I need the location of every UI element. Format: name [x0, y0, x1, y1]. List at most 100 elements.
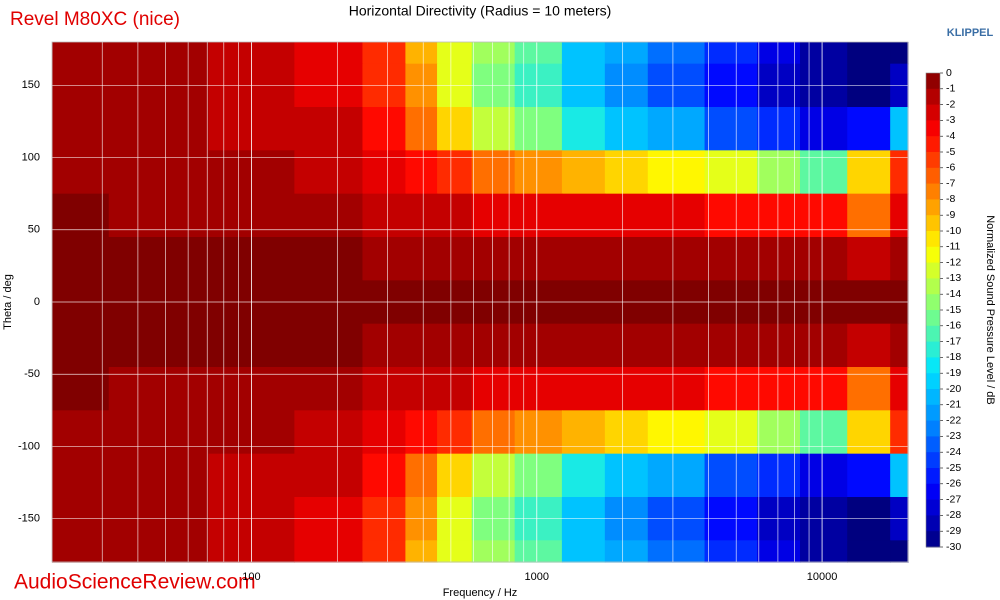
heatmap-cell: [800, 193, 848, 238]
colorbar-tick-label: -5: [946, 146, 955, 158]
colorbar-tick-label: -3: [946, 114, 955, 126]
heatmap-cell: [604, 150, 649, 195]
heatmap-cell: [514, 42, 563, 65]
heatmap-cell: [800, 540, 848, 563]
colorbar-tick-label: -23: [946, 430, 961, 442]
heatmap-cell: [647, 367, 706, 411]
heatmap-cell: [52, 193, 110, 238]
heatmap-cell: [294, 540, 364, 563]
heatmap-cell: [108, 107, 210, 151]
heatmap-cell: [471, 107, 516, 151]
colorbar-tick-label: -17: [946, 335, 961, 347]
colorbar-band: [926, 515, 940, 532]
logo: KLIPPEL: [947, 27, 994, 39]
y-tick-label: -50: [24, 368, 40, 380]
colorbar-tick-label: -19: [946, 367, 961, 379]
heatmap-cell: [890, 323, 909, 368]
colorbar-band: [926, 152, 940, 169]
heatmap-cell: [471, 540, 516, 563]
heatmap-cell: [294, 193, 364, 238]
heatmap-cell: [561, 410, 606, 455]
heatmap-cell: [514, 150, 563, 195]
y-axis-label: Theta / deg: [2, 274, 14, 330]
colorbar-tick-label: -16: [946, 320, 961, 332]
heatmap-cell: [847, 107, 891, 151]
heatmap-cell: [471, 150, 516, 195]
heatmap-cell: [847, 453, 891, 498]
heatmap-cell: [52, 453, 110, 498]
heatmap-cell: [471, 453, 516, 498]
heatmap-cell: [514, 453, 563, 498]
colorbar-band: [926, 199, 940, 216]
colorbar-band: [926, 325, 940, 343]
colorbar-band: [926, 341, 940, 358]
heatmap-cell: [757, 453, 801, 498]
heatmap-cell: [52, 323, 110, 368]
heatmap-cell: [52, 42, 110, 65]
heatmap-cell: [890, 42, 909, 65]
heatmap-cell: [890, 150, 909, 195]
heatmap-cell: [514, 193, 563, 238]
colorbar-tick-label: -26: [946, 478, 961, 490]
heatmap-cell: [757, 323, 801, 368]
heatmap-cell: [847, 367, 891, 411]
heatmap-cell: [294, 323, 364, 368]
colorbar-band: [926, 420, 940, 437]
heatmap-cell: [514, 410, 563, 455]
heatmap-cell: [604, 237, 649, 281]
heatmap-cell: [757, 540, 801, 563]
heatmap-cell: [704, 540, 758, 563]
heatmap-cell: [561, 367, 606, 411]
heatmap-cell: [890, 410, 909, 455]
heatmap-cell: [108, 453, 210, 498]
heatmap-cell: [108, 237, 210, 281]
heatmap-cell: [437, 453, 473, 498]
heatmap-cell: [757, 410, 801, 455]
heatmap-cell: [294, 410, 364, 455]
colorbar-tick-label: -6: [946, 162, 955, 174]
heatmap-cell: [757, 107, 801, 151]
heatmap-cell: [52, 410, 110, 455]
heatmap-cell: [561, 540, 606, 563]
colorbar-tick-label: -9: [946, 209, 955, 221]
heatmap-cell: [757, 367, 801, 411]
heatmap-cell: [514, 367, 563, 411]
colorbar-band: [926, 373, 940, 390]
colorbar-label: Normalized Sound Pressure Level / dB: [984, 215, 996, 405]
heatmap-cell: [437, 150, 473, 195]
heatmap-cell: [561, 323, 606, 368]
heatmap-cell: [362, 150, 407, 195]
heatmap-cell: [405, 107, 438, 151]
colorbar-band: [926, 231, 940, 248]
colorbar-band: [926, 104, 940, 121]
heatmap-cell: [294, 453, 364, 498]
colorbar-tick-label: -2: [946, 98, 955, 110]
heatmap-cell: [647, 107, 706, 151]
heatmap-cell: [362, 323, 407, 368]
heatmap-cell: [647, 323, 706, 368]
x-tick-label: 10000: [807, 571, 838, 583]
plot-frame: [51, 41, 909, 563]
heatmap-cell: [757, 150, 801, 195]
heatmap-cell: [362, 193, 407, 238]
heatmap-cell: [437, 107, 473, 151]
heatmap-cell: [362, 42, 407, 65]
watermark: AudioScienceReview.com: [14, 571, 256, 594]
heatmap-cell: [704, 193, 758, 238]
heatmap-cell: [561, 107, 606, 151]
y-tick-label: 50: [28, 224, 40, 236]
colorbar-tick-label: -13: [946, 272, 961, 284]
colorbar-tick-label: -1: [946, 83, 955, 95]
heatmap-cell: [294, 42, 364, 65]
heatmap-cell: [800, 367, 848, 411]
heatmap-cell: [647, 150, 706, 195]
y-tick-label: 100: [22, 151, 40, 163]
heatmap-cell: [108, 540, 210, 563]
colorbar-band: [926, 436, 940, 453]
x-tick-label: 100: [242, 571, 260, 583]
heatmap-cell: [704, 107, 758, 151]
heatmap-cell: [108, 193, 210, 238]
heatmap-cell: [604, 323, 649, 368]
heatmap-cell: [471, 367, 516, 411]
colorbar-tick-label: -12: [946, 256, 961, 268]
